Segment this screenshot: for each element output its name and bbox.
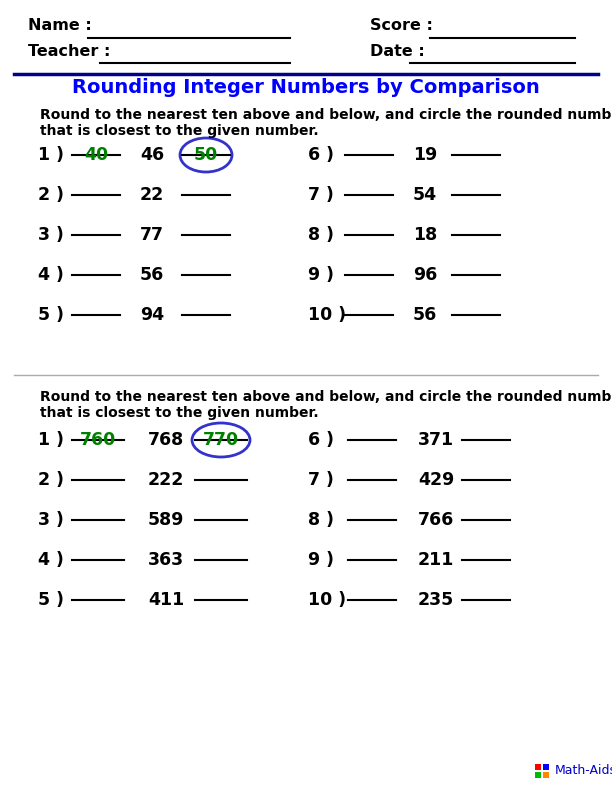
Text: 22: 22	[140, 186, 164, 204]
Text: 10 ): 10 )	[308, 591, 346, 609]
Text: 96: 96	[413, 266, 437, 284]
Text: 589: 589	[148, 511, 184, 529]
Text: 3 ): 3 )	[38, 226, 64, 244]
Text: 56: 56	[413, 306, 437, 324]
Text: 222: 222	[148, 471, 184, 489]
Text: 5 ): 5 )	[38, 591, 64, 609]
Text: 8 ): 8 )	[308, 226, 334, 244]
Text: Name :: Name :	[28, 18, 92, 33]
Text: 19: 19	[413, 146, 437, 164]
Text: 9 ): 9 )	[308, 551, 334, 569]
Text: 94: 94	[140, 306, 164, 324]
Text: 363: 363	[148, 551, 184, 569]
Text: 8 ): 8 )	[308, 511, 334, 529]
Text: 1 ): 1 )	[38, 146, 64, 164]
Text: Rounding Integer Numbers by Comparison: Rounding Integer Numbers by Comparison	[72, 78, 540, 97]
Text: 4 ): 4 )	[38, 551, 64, 569]
Bar	[543, 772, 549, 778]
Text: 235: 235	[418, 591, 454, 609]
Text: 768: 768	[148, 431, 184, 449]
Bar	[535, 772, 541, 778]
Text: 1 ): 1 )	[38, 431, 64, 449]
Text: 7 ): 7 )	[308, 471, 334, 489]
Text: 7 ): 7 )	[308, 186, 334, 204]
Text: that is closest to the given number.: that is closest to the given number.	[40, 406, 319, 420]
Text: Round to the nearest ten above and below, and circle the rounded number: Round to the nearest ten above and below…	[40, 108, 612, 122]
Text: 46: 46	[140, 146, 164, 164]
Text: 40: 40	[84, 146, 108, 164]
Text: 9 ): 9 )	[308, 266, 334, 284]
Text: 2 ): 2 )	[38, 471, 64, 489]
Text: 18: 18	[413, 226, 437, 244]
Text: 411: 411	[148, 591, 184, 609]
Text: 211: 211	[418, 551, 454, 569]
Text: 50: 50	[194, 146, 218, 164]
Text: 54: 54	[413, 186, 437, 204]
Text: 5 ): 5 )	[38, 306, 64, 324]
Text: 760: 760	[80, 431, 116, 449]
Text: 766: 766	[418, 511, 454, 529]
Text: 10 ): 10 )	[308, 306, 346, 324]
Text: 6 ): 6 )	[308, 431, 334, 449]
Bar	[535, 764, 541, 770]
Text: Date :: Date :	[370, 44, 425, 59]
Text: 2 ): 2 )	[38, 186, 64, 204]
Text: 4 ): 4 )	[38, 266, 64, 284]
Bar	[543, 764, 549, 770]
Text: 3 ): 3 )	[38, 511, 64, 529]
Text: 77: 77	[140, 226, 164, 244]
Text: Math-Aids.Com: Math-Aids.Com	[555, 764, 612, 777]
Text: 371: 371	[418, 431, 454, 449]
Text: 770: 770	[203, 431, 239, 449]
Text: 6 ): 6 )	[308, 146, 334, 164]
Text: that is closest to the given number.: that is closest to the given number.	[40, 124, 319, 138]
Text: Teacher :: Teacher :	[28, 44, 110, 59]
Text: Score :: Score :	[370, 18, 433, 33]
Text: 56: 56	[140, 266, 164, 284]
Text: 429: 429	[418, 471, 454, 489]
Text: Round to the nearest ten above and below, and circle the rounded number: Round to the nearest ten above and below…	[40, 390, 612, 404]
